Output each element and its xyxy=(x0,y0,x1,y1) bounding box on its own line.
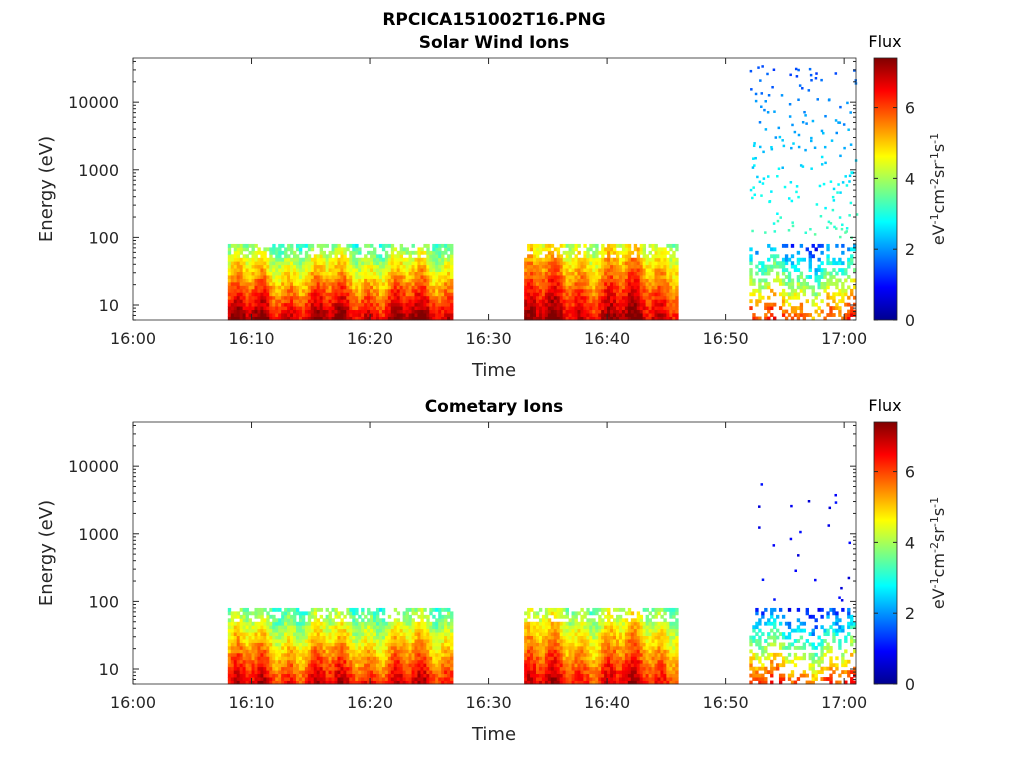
x-tick-label: 16:50 xyxy=(703,693,749,712)
panel-title: Cometary Ions xyxy=(425,397,564,417)
figure-filename: RPCICA151002T16.PNG xyxy=(382,10,605,30)
x-tick-label: 16:50 xyxy=(703,329,749,348)
x-tick-label: 16:10 xyxy=(228,329,274,348)
colorbar-tick-label: 6 xyxy=(905,463,915,482)
x-tick-label: 16:00 xyxy=(110,693,156,712)
colorbar-title: Flux xyxy=(868,32,901,51)
x-tick-label: 16:10 xyxy=(228,693,274,712)
x-tick-label: 17:00 xyxy=(821,693,867,712)
spectrogram-block xyxy=(227,607,454,685)
x-tick-label: 16:20 xyxy=(347,693,393,712)
colorbar-gradient xyxy=(873,57,898,321)
axes-frame xyxy=(132,421,857,685)
panel-solar-wind: Solar Wind Ions 16:00 16:10 16:20 16:30 16:4… xyxy=(36,32,948,381)
panel-title: Solar Wind Ions xyxy=(419,33,570,53)
y-axis-label: Energy (eV) xyxy=(36,500,57,606)
plot-area: 16:00 16:10 16:20 16:30 16:40 16:50 17:00 10 100… xyxy=(68,421,867,712)
spectrogram-block xyxy=(749,483,857,685)
x-tick-label: 17:00 xyxy=(821,329,867,348)
panel-cometary: Cometary Ions 16:00 16:10 16:20 16:30 16:40 1… xyxy=(36,396,948,745)
y-axis-label: Energy (eV) xyxy=(36,136,57,242)
x-tick-label: 16:40 xyxy=(584,693,630,712)
spectrogram-block xyxy=(524,243,679,321)
axes-frame xyxy=(132,57,857,321)
colorbar-unit-label: eV-1cm-2sr-1s-1 xyxy=(928,497,948,609)
x-axis-label: Time xyxy=(471,724,516,745)
x-tick-label: 16:20 xyxy=(347,329,393,348)
x-tick-label: 16:30 xyxy=(466,329,512,348)
y-tick-label: 100 xyxy=(88,228,119,247)
colorbar-tick-label: 0 xyxy=(905,311,915,330)
colorbar-tick-label: 2 xyxy=(905,240,915,259)
colorbar-unit-label: eV-1cm-2sr-1s-1 xyxy=(928,133,948,245)
colorbar: 0 2 4 6 eV-1cm-2sr-1s-1 xyxy=(873,421,948,694)
y-tick-label: 1000 xyxy=(78,525,119,544)
y-tick-label: 10000 xyxy=(68,93,119,112)
colorbar-gradient xyxy=(873,421,898,685)
y-tick-label: 10 xyxy=(99,660,119,679)
y-tick-label: 10 xyxy=(99,296,119,315)
colorbar-tick-label: 4 xyxy=(905,169,915,188)
spectrogram-block xyxy=(524,607,679,685)
x-tick-label: 16:30 xyxy=(466,693,512,712)
y-tick-label: 10000 xyxy=(68,457,119,476)
y-tick-label: 100 xyxy=(88,592,119,611)
colorbar-title: Flux xyxy=(868,396,901,415)
x-tick-label: 16:40 xyxy=(584,329,630,348)
colorbar-tick-label: 0 xyxy=(905,675,915,694)
colorbar: 0 2 4 6 eV-1cm-2sr-1s-1 xyxy=(873,57,948,330)
spectrogram-block xyxy=(227,243,454,321)
colorbar-tick-label: 6 xyxy=(905,99,915,118)
x-tick-label: 16:00 xyxy=(110,329,156,348)
plot-area: 16:00 16:10 16:20 16:30 16:40 16:50 17:00 10 100… xyxy=(68,57,867,348)
spectrogram-block xyxy=(749,65,859,321)
x-axis-label: Time xyxy=(471,360,516,381)
y-tick-label: 1000 xyxy=(78,161,119,180)
colorbar-tick-label: 4 xyxy=(905,533,915,552)
colorbar-tick-label: 2 xyxy=(905,604,915,623)
